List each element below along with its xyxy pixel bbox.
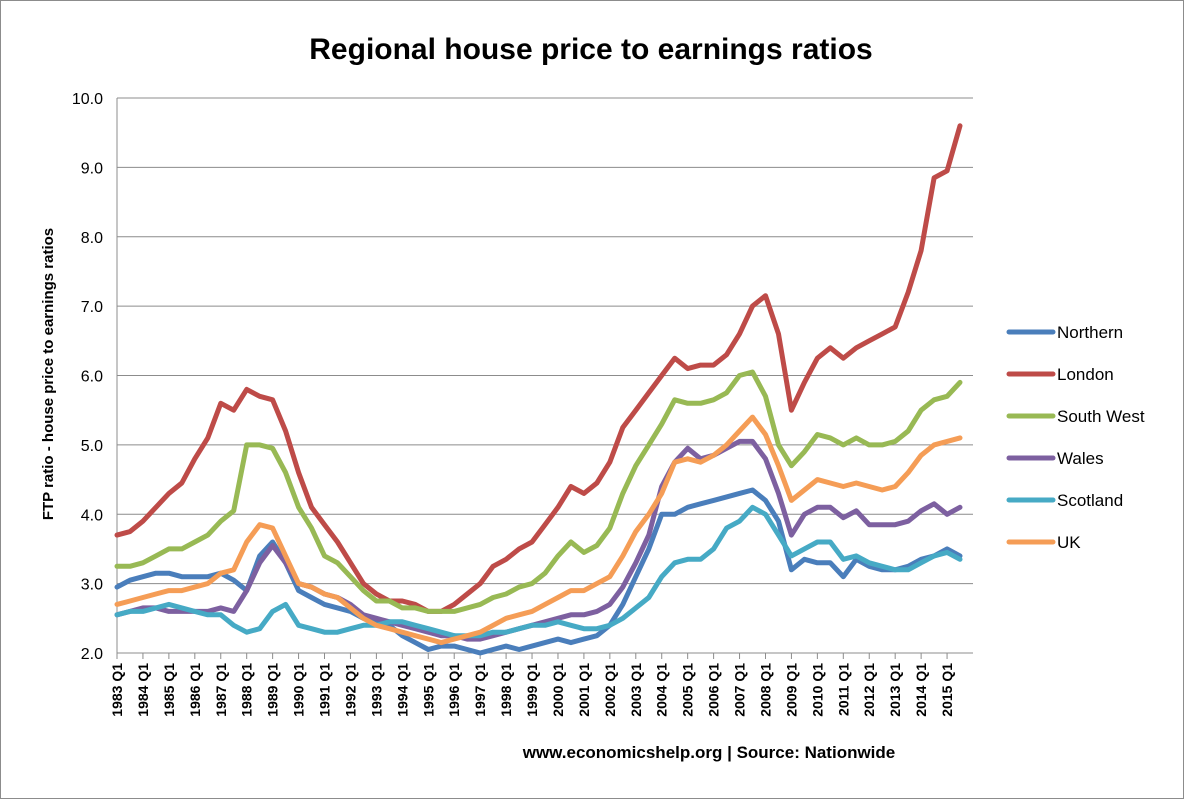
- legend-label: UK: [1057, 533, 1081, 552]
- x-tick-label: 2009 Q1: [783, 663, 799, 717]
- x-tick-label: 2011 Q1: [835, 663, 851, 716]
- x-tick-label: 2015 Q1: [939, 663, 955, 717]
- x-tick-label: 1990 Q1: [291, 663, 307, 717]
- legend-label: London: [1057, 365, 1114, 384]
- y-tick-label: 10.0: [72, 91, 103, 108]
- x-tick-label: 1992 Q1: [342, 663, 358, 717]
- y-axis-label: FTP ratio - house price to earnings rati…: [40, 228, 57, 520]
- legend-label: Scotland: [1057, 491, 1123, 510]
- x-tick-label: 1989 Q1: [265, 663, 281, 717]
- y-axis-ticks: 2.0 3.0 4.0 5.0 6.0 7.0 8.0 9.0 10.0: [72, 91, 103, 663]
- x-tick-label: 2008 Q1: [757, 663, 773, 717]
- legend-label: South West: [1057, 407, 1145, 426]
- x-tick-label: 2012 Q1: [861, 663, 877, 717]
- x-tick-label: 2000 Q1: [550, 663, 566, 717]
- x-tick-label: 2010 Q1: [809, 663, 825, 717]
- x-tick-label: 2001 Q1: [576, 663, 592, 717]
- x-tick-label: 1993 Q1: [368, 663, 384, 717]
- chart-title: Regional house price to earnings ratios: [309, 33, 872, 66]
- x-tick-label: 1995 Q1: [420, 663, 436, 717]
- series-lines: [117, 126, 960, 653]
- x-tick-label: 2003 Q1: [628, 663, 644, 717]
- legend-label: Northern: [1057, 323, 1123, 342]
- x-tick-label: 1994 Q1: [394, 663, 410, 717]
- x-tick-label: 2006 Q1: [706, 663, 722, 717]
- x-tick-label: 1984 Q1: [135, 663, 151, 717]
- x-tick-label: 1991 Q1: [317, 663, 333, 717]
- y-tick-label: 4.0: [81, 507, 103, 524]
- x-tick-label: 1983 Q1: [109, 663, 125, 717]
- series-line-south-west: [117, 372, 960, 611]
- x-tick-label: 1996 Q1: [446, 663, 462, 717]
- y-tick-label: 9.0: [81, 160, 103, 177]
- series-line-london: [117, 126, 960, 612]
- x-tick-label: 1985 Q1: [161, 663, 177, 717]
- x-axis-ticks: 1983 Q1 1984 Q1 1985 Q1 1986 Q1 1987 Q1 1988 …: [109, 653, 955, 717]
- legend-label: Wales: [1057, 449, 1104, 468]
- x-tick-label: 1997 Q1: [472, 663, 488, 717]
- series-line-scotland: [117, 507, 960, 635]
- x-tick-label: 2004 Q1: [654, 663, 670, 717]
- y-tick-label: 6.0: [81, 369, 103, 386]
- legend: Northern London South West Wales Scotland UK: [1009, 323, 1145, 552]
- x-tick-label: 1999 Q1: [524, 663, 540, 717]
- x-tick-label: 2007 Q1: [732, 663, 748, 717]
- x-tick-label: 1998 Q1: [498, 663, 514, 717]
- x-tick-label: 2014 Q1: [913, 663, 929, 717]
- y-tick-label: 7.0: [81, 299, 103, 316]
- y-tick-label: 8.0: [81, 230, 103, 247]
- x-tick-label: 2005 Q1: [680, 663, 696, 717]
- source-note: www.economicshelp.org | Source: Nationwi…: [522, 743, 896, 762]
- x-tick-label: 2002 Q1: [602, 663, 618, 717]
- y-tick-label: 5.0: [81, 438, 103, 455]
- y-tick-label: 2.0: [81, 646, 103, 663]
- x-tick-label: 1987 Q1: [213, 663, 229, 717]
- x-tick-label: 2013 Q1: [887, 663, 903, 717]
- x-tick-label: 1988 Q1: [239, 663, 255, 717]
- y-tick-label: 3.0: [81, 577, 103, 594]
- x-tick-label: 1986 Q1: [187, 663, 203, 717]
